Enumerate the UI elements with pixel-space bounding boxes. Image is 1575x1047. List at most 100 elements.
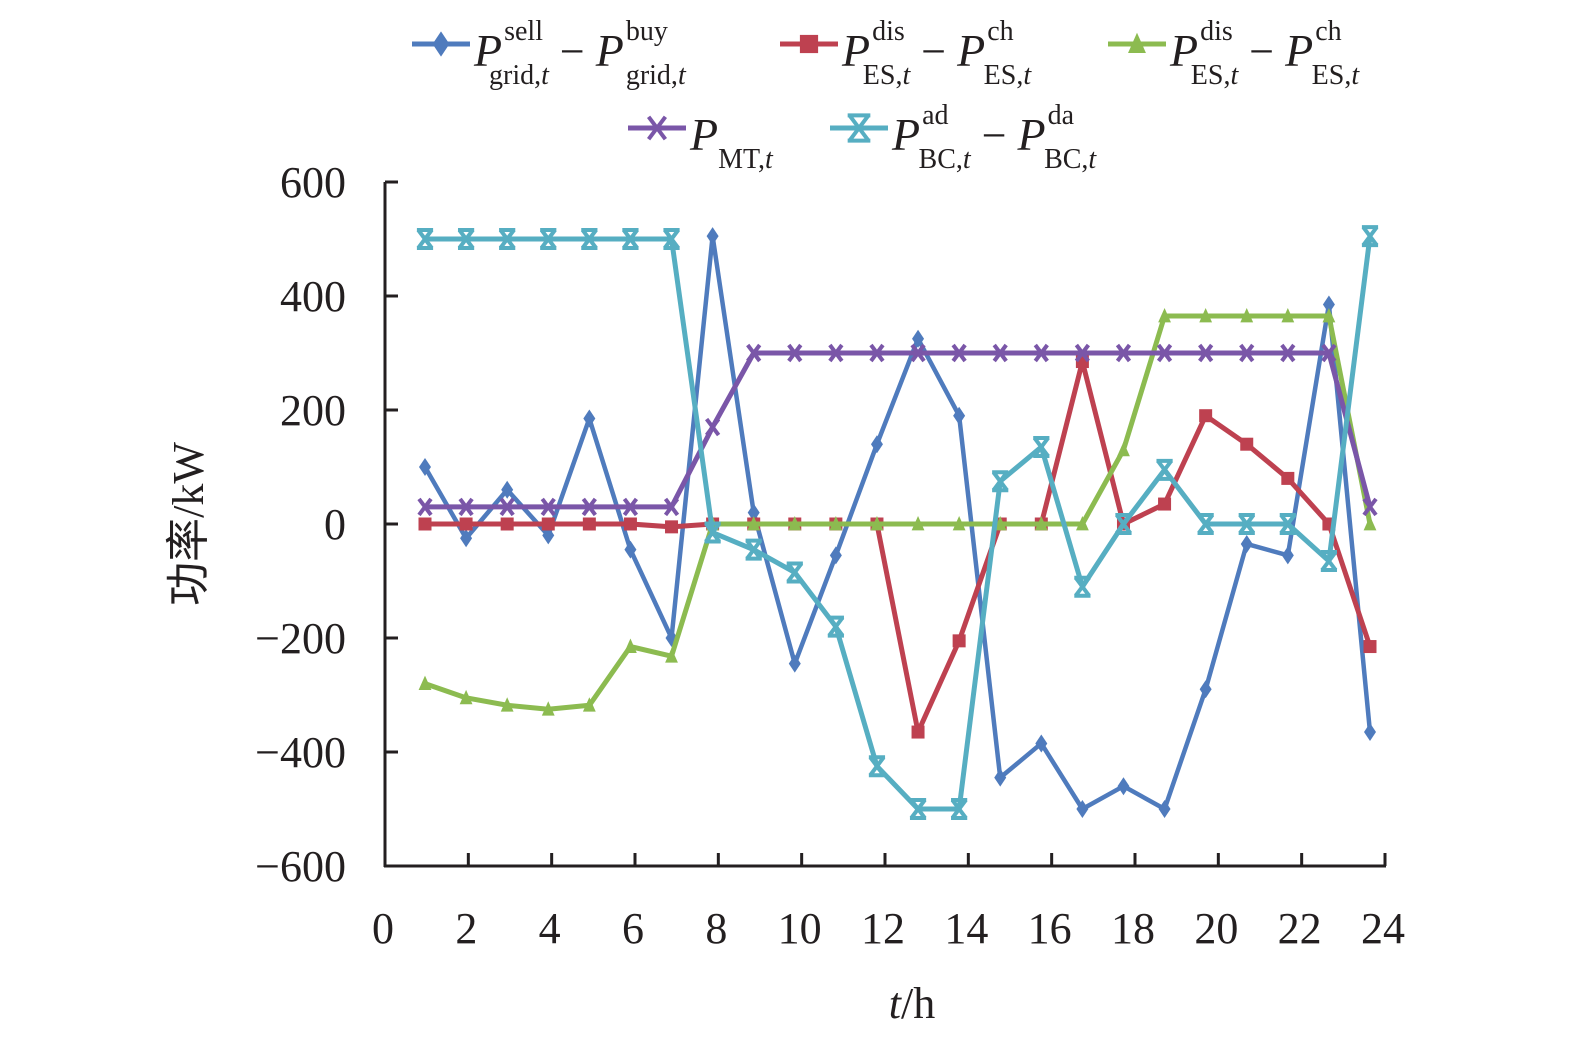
data-point-x (1074, 343, 1090, 363)
data-point-x (828, 343, 844, 363)
data-point-diamond (1117, 777, 1130, 796)
data-point-diamond (747, 503, 760, 522)
data-point-diamond (1322, 295, 1335, 314)
data-point-x (1239, 343, 1255, 363)
y-axis-title: 功率/kW (164, 442, 213, 606)
data-point-x (992, 343, 1008, 363)
data-point-asterisk (1115, 513, 1132, 535)
y-tick-label: 0 (324, 500, 346, 549)
data-point-square (665, 520, 679, 534)
x-axis-title-unit: /h (901, 979, 935, 1028)
data-point-asterisk (868, 755, 886, 778)
data-point-asterisk (1032, 436, 1050, 459)
data-point-diamond (912, 329, 925, 348)
data-point-x (1115, 343, 1132, 363)
data-point-x (1198, 343, 1214, 363)
data-point-diamond (1364, 723, 1376, 742)
data-point-x (622, 497, 639, 517)
data-point-asterisk (1074, 575, 1091, 598)
legend-item: Pad BC,t − Pda BC,t (830, 100, 1097, 175)
legend-item: Pdis ES,t − Pch ES,t (1108, 16, 1360, 91)
data-point-triangle (1240, 307, 1254, 323)
data-point-diamond (706, 227, 719, 246)
y-tick-label: 400 (280, 272, 346, 321)
data-point-diamond (870, 435, 883, 454)
data-point-x (1321, 343, 1337, 363)
y-tick-label: −400 (255, 728, 346, 777)
data-point-x (951, 343, 967, 363)
x-tick-label: 2 (455, 904, 477, 953)
data-point-square (1363, 640, 1377, 654)
data-point-triangle (541, 701, 555, 716)
series-5 (416, 225, 1379, 820)
data-point-triangle (1158, 307, 1171, 323)
data-point-square (500, 517, 514, 531)
data-point-x (417, 497, 433, 517)
x-tick-label: 6 (622, 904, 644, 953)
data-point-x (1362, 497, 1378, 517)
legend-marker-diamond (432, 31, 450, 57)
legend-label: Pdis ES,t − Pch ES,t (841, 16, 1032, 91)
x-ticks: 0 2 4 6 8 10 12 14 16 18 20 22 24 (372, 853, 1405, 953)
x-tick-label: 24 (1361, 904, 1405, 953)
series-line (424, 313, 1373, 712)
x-tick-label: 12 (861, 904, 905, 953)
data-point-asterisk (622, 228, 639, 250)
x-tick-label: 4 (539, 904, 561, 953)
data-point-triangle (788, 516, 802, 531)
data-point-x (458, 497, 474, 517)
legend-label: Pad BC,t − Pda BC,t (891, 100, 1097, 175)
data-point-triangle (829, 516, 843, 531)
legend-item: PMT,t (628, 109, 774, 175)
data-point-triangle (1075, 516, 1089, 531)
data-point-square (541, 517, 555, 531)
data-point-square (952, 634, 966, 648)
series-line (425, 235, 1373, 812)
series-line (425, 359, 1373, 735)
y-tick-label: 600 (280, 158, 346, 207)
x-tick-label: 20 (1194, 904, 1238, 953)
data-point-asterisk (1238, 513, 1256, 535)
y-tick-label: 200 (280, 386, 346, 435)
data-point-square (582, 517, 596, 531)
data-point-x (540, 497, 556, 517)
data-point-triangle (1034, 516, 1048, 531)
data-point-square (1199, 409, 1213, 423)
data-point-diamond (994, 768, 1007, 787)
data-point-diamond (788, 654, 801, 673)
data-point-diamond (419, 458, 431, 476)
legend-marker-x (647, 115, 667, 141)
data-point-x (787, 343, 803, 363)
data-point-diamond (1281, 546, 1294, 565)
data-point-triangle (747, 516, 761, 531)
x-tick-label: 18 (1111, 904, 1155, 953)
data-point-diamond (542, 526, 555, 545)
x-axis-title: t/h (889, 979, 935, 1028)
data-point-asterisk (991, 470, 1009, 493)
data-point-triangle (870, 516, 884, 531)
data-point-x (1033, 343, 1049, 363)
legend-marker-triangle (1128, 32, 1146, 53)
data-point-square (911, 725, 925, 739)
data-point-asterisk (909, 798, 927, 820)
data-point-asterisk (1156, 458, 1173, 481)
data-point-square (1158, 497, 1172, 511)
data-point-asterisk (1320, 550, 1338, 573)
data-point-diamond (1199, 680, 1212, 699)
legend-marker-square (799, 34, 819, 54)
x-tick-label: 22 (1278, 904, 1322, 953)
data-point-asterisk (1279, 513, 1297, 535)
data-point-square (418, 517, 432, 531)
data-point-diamond (953, 406, 966, 425)
series-4 (417, 343, 1378, 517)
data-point-triangle (1363, 516, 1377, 531)
series-3 (418, 307, 1377, 716)
data-point-x (499, 497, 515, 517)
data-point-diamond (1240, 534, 1253, 553)
data-point-x (581, 497, 597, 517)
x-axis-title-var: t (889, 979, 903, 1028)
data-point-triangle (665, 648, 678, 663)
data-point-x (746, 343, 762, 363)
data-point-diamond (460, 529, 473, 548)
legend-item: Pdis ES,t − Pch ES,t (780, 16, 1032, 91)
